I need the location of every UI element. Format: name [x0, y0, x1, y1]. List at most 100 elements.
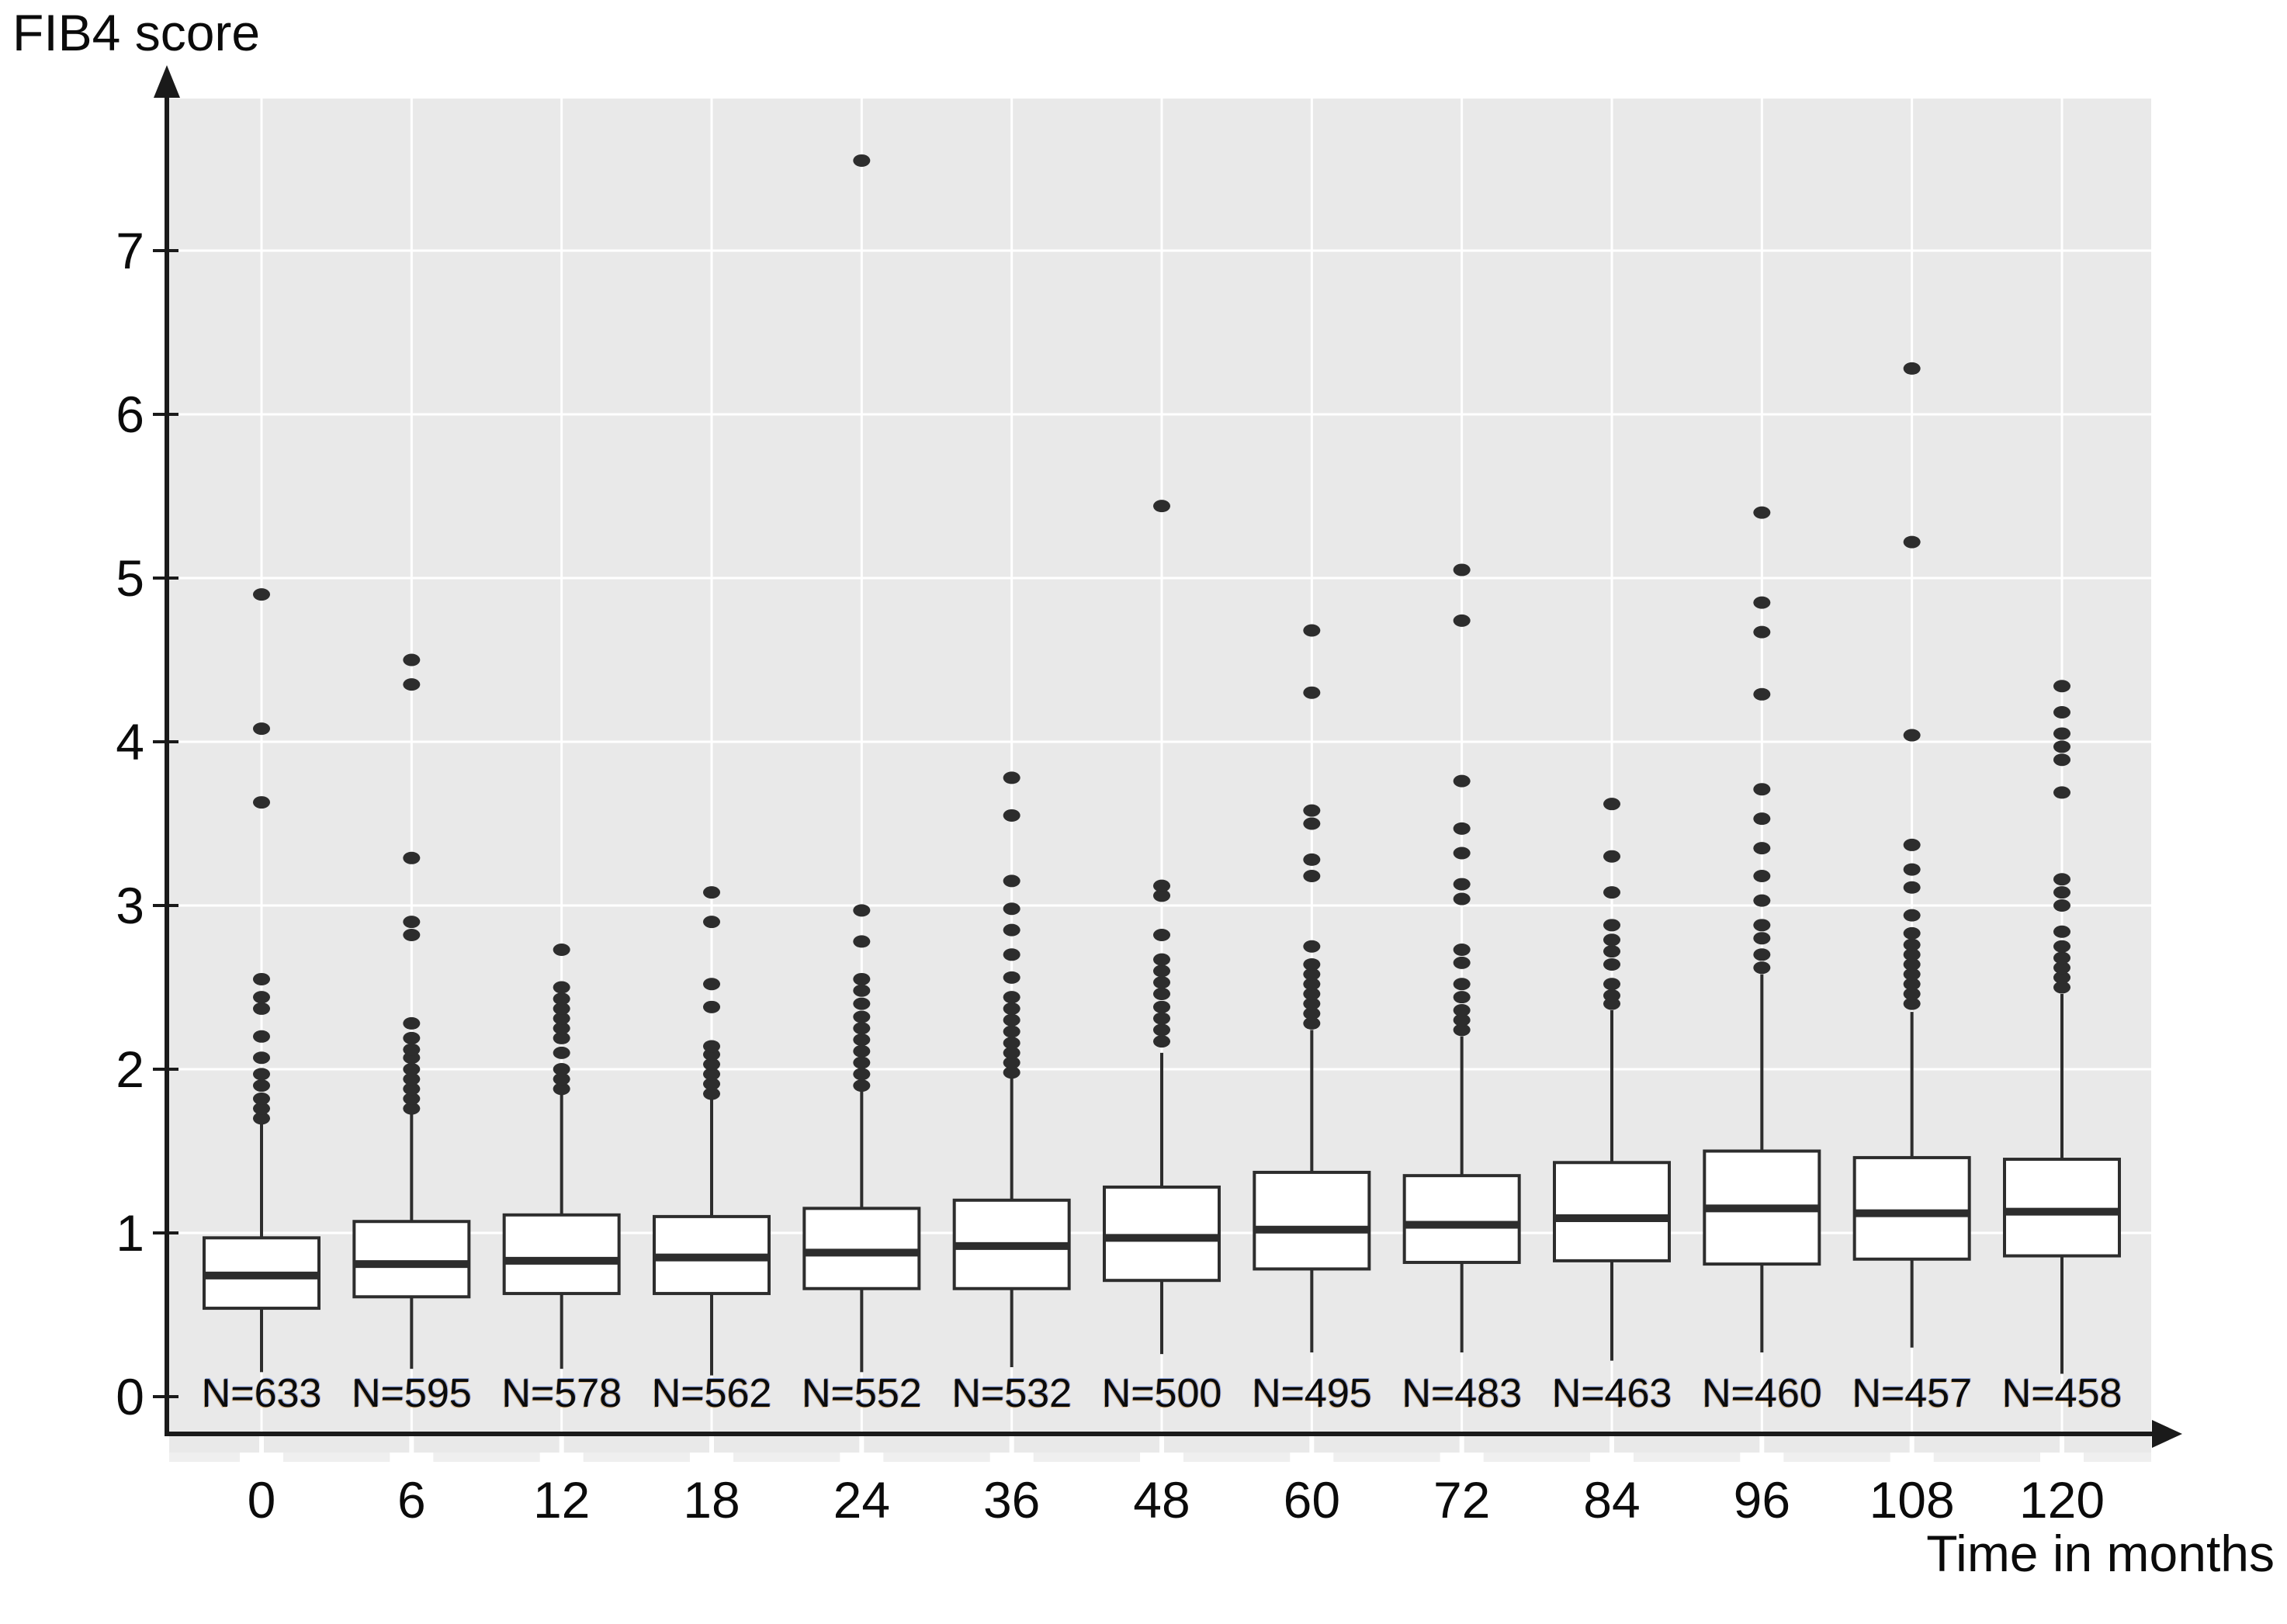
sample-size-label: N=532: [951, 1371, 1072, 1416]
outlier-dot: [2053, 786, 2070, 799]
outlier-dot: [403, 1092, 421, 1105]
outlier-dot: [1003, 1066, 1020, 1079]
sample-size-label: N=578: [501, 1371, 622, 1416]
outlier-dot: [2053, 740, 2070, 753]
sample-size-label: N=463: [1552, 1371, 1672, 1416]
outlier-dot: [403, 916, 421, 929]
outlier-dot: [853, 1044, 871, 1058]
outlier-dot: [1453, 878, 1471, 891]
iqr-box: [1852, 1155, 1971, 1261]
outlier-dot: [1453, 991, 1471, 1004]
outlier-dot: [1603, 989, 1620, 1002]
axis-tab: [1633, 1453, 1741, 1462]
iqr-box: [1552, 1161, 1671, 1262]
outlier-dot: [553, 943, 570, 956]
x-tick-label: 96: [1734, 1471, 1790, 1529]
outlier-dot: [1453, 847, 1471, 860]
y-tick-label: 4: [116, 713, 144, 770]
outlier-dot: [2053, 961, 2070, 975]
outlier-dot: [1303, 870, 1321, 883]
outlier-dot: [1303, 817, 1321, 830]
outlier-dot: [1753, 625, 1771, 639]
outlier-dot: [1453, 1023, 1471, 1037]
outlier-dot: [1152, 1012, 1170, 1025]
outlier-dot: [253, 1112, 270, 1125]
boxplot-month-120: [2002, 680, 2121, 1374]
outlier-dot: [1753, 596, 1771, 609]
outlier-dot: [403, 1031, 421, 1044]
outlier-dot: [702, 886, 720, 899]
outlier-dot: [853, 1068, 871, 1081]
axis-tab: [1333, 1453, 1440, 1462]
x-tick-label: 72: [1433, 1471, 1490, 1529]
outlier-dot: [403, 1063, 421, 1075]
iqr-box: [2002, 1158, 2121, 1258]
outlier-dot: [1303, 1016, 1321, 1030]
axis-tab: [169, 1453, 240, 1462]
outlier-dot: [1003, 1037, 1020, 1050]
outlier-dot: [1453, 1004, 1471, 1017]
outlier-dot: [1453, 892, 1471, 905]
outlier-dot: [1603, 886, 1620, 899]
outlier-dot: [1303, 997, 1321, 1010]
axis-tab: [2083, 1453, 2151, 1462]
outlier-dot: [1303, 940, 1321, 953]
outlier-dot: [1003, 923, 1020, 937]
outlier-dot: [1903, 926, 1921, 940]
outlier-dot: [853, 1079, 871, 1092]
outlier-dot: [1903, 729, 1921, 742]
boxplot-month-0: [203, 588, 321, 1373]
boxplot-month-6: [352, 653, 471, 1369]
outlier-dot: [2053, 706, 2070, 719]
outlier-dot: [853, 984, 871, 997]
boxplot-month-18: [652, 886, 771, 1376]
x-tick-label: 120: [2019, 1471, 2105, 1529]
outlier-dot: [2053, 981, 2070, 994]
outlier-dot: [1152, 879, 1170, 892]
outlier-dot: [853, 935, 871, 948]
outlier-dot: [1753, 919, 1771, 932]
outlier-dot: [702, 978, 720, 991]
y-axis-title: FIB4 score: [12, 4, 261, 61]
outlier-dot: [403, 1082, 421, 1096]
outlier-dot: [1603, 945, 1620, 958]
axis-tab: [1783, 1453, 1890, 1462]
outlier-dot: [253, 588, 270, 601]
outlier-dot: [403, 1102, 421, 1115]
iqr-box: [1402, 1174, 1521, 1264]
outlier-dot: [702, 1058, 720, 1071]
outlier-dot: [853, 904, 871, 917]
axis-tab: [283, 1453, 390, 1462]
sample-size-label: N=633: [202, 1371, 322, 1416]
outlier-dot: [1453, 614, 1471, 627]
iqr-box: [802, 1207, 921, 1290]
outlier-dot: [253, 1051, 270, 1065]
outlier-dot: [702, 1087, 720, 1100]
outlier-dot: [702, 1077, 720, 1090]
outlier-dot: [1753, 506, 1771, 519]
outlier-dot: [1003, 991, 1020, 1004]
x-tick-label: 6: [397, 1471, 426, 1529]
outlier-dot: [553, 1002, 570, 1015]
outlier-dot: [553, 981, 570, 994]
outlier-dot: [1903, 978, 1921, 991]
outlier-dot: [1152, 500, 1170, 513]
y-tick-label: 1: [116, 1204, 144, 1262]
outlier-dot: [403, 928, 421, 941]
outlier-dot: [403, 1016, 421, 1030]
boxplot-month-12: [502, 943, 621, 1369]
x-axis-arrow: [2152, 1420, 2182, 1448]
outlier-dot: [1903, 948, 1921, 961]
axis-tab: [883, 1453, 990, 1462]
outlier-dot: [853, 1056, 871, 1069]
axis-tab: [1933, 1453, 2040, 1462]
outlier-dot: [853, 1034, 871, 1047]
outlier-dot: [1003, 874, 1020, 888]
outlier-dot: [853, 1022, 871, 1035]
outlier-dot: [1903, 838, 1921, 851]
outlier-dot: [553, 1012, 570, 1025]
outlier-dot: [253, 1002, 270, 1015]
outlier-dot: [1303, 987, 1321, 1000]
y-axis-arrow: [154, 65, 180, 98]
